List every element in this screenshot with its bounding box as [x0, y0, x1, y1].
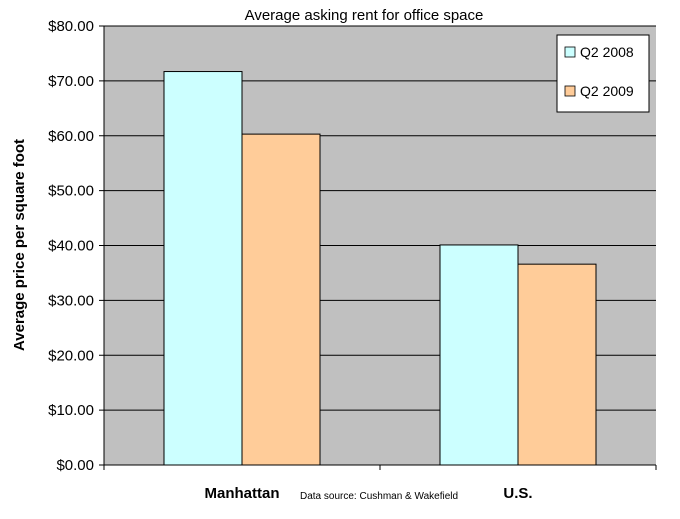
y-tick-label: $30.00 [48, 292, 94, 309]
y-tick-label: $70.00 [48, 73, 94, 90]
y-tick-label: $40.00 [48, 238, 94, 255]
x-tick-label-u-s: U.S. [503, 485, 532, 502]
x-tick-label-manhattan: Manhattan [205, 485, 280, 502]
bar-u-s-q2-2008 [439, 244, 519, 466]
legend: Q2 2008 Q2 2009 [556, 34, 650, 113]
bar-manhattan-q2-2009 [241, 133, 321, 466]
legend-swatch-q2-2009 [564, 85, 576, 97]
y-tick-label: $0.00 [56, 457, 94, 474]
bar-u-s-q2-2009 [517, 263, 597, 466]
y-tick-label: $10.00 [48, 402, 94, 419]
chart-title: Average asking rent for office space [245, 7, 484, 24]
data-source-note: Data source: Cushman & Wakefield [300, 491, 458, 502]
y-tick-label: $60.00 [48, 128, 94, 145]
bar-manhattan-q2-2008 [163, 71, 243, 466]
y-axis-ticks: $0.00 $10.00 $20.00 $30.00 $40.00 $50.00 $60.0… [48, 18, 104, 474]
y-axis-label: Average price per square foot [11, 139, 28, 351]
y-tick-label: $50.00 [48, 183, 94, 200]
x-axis-ticks: Manhattan U.S. [103, 465, 657, 502]
legend-label-q2-2009: Q2 2009 [580, 83, 634, 99]
y-tick-label: $80.00 [48, 18, 94, 35]
legend-swatch-q2-2008 [564, 46, 576, 58]
legend-label-q2-2008: Q2 2008 [580, 44, 634, 60]
bars [163, 71, 597, 466]
y-tick-label: $20.00 [48, 347, 94, 364]
